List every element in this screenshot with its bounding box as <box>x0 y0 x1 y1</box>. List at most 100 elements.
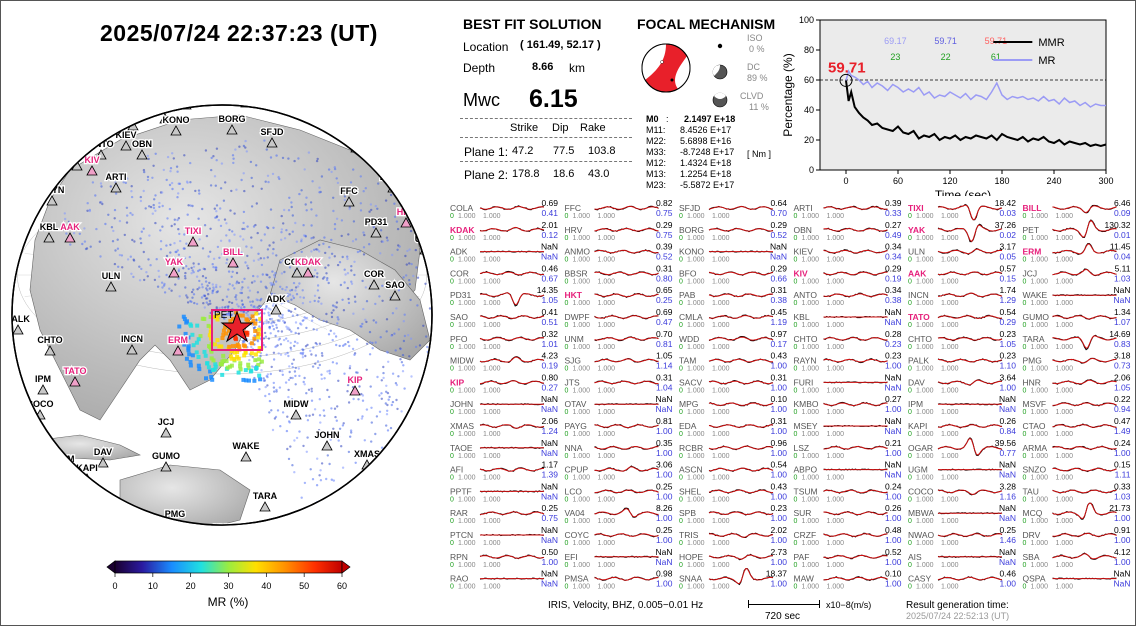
synthetic-trace <box>1052 467 1117 472</box>
synthetic-trace <box>937 576 1003 581</box>
seismogram-range-mid: 1.000 <box>687 257 705 264</box>
seismogram-range-right: 1.000 <box>712 322 730 329</box>
station-marker-ugm <box>58 464 70 475</box>
seismogram-range-mid: 1.000 <box>916 562 934 569</box>
seismogram-range-right: 1.000 <box>483 475 501 482</box>
seismogram-ratio: 1.49 <box>1114 426 1131 436</box>
seismogram-amplitude: 0.23 <box>999 351 1016 361</box>
seismogram-range-right: 1.000 <box>598 496 616 503</box>
seismogram-amplitude: NaN <box>541 438 558 448</box>
station-marker-rar <box>344 507 356 518</box>
seismogram-obn: OBN 0.270.49 0 1.000 1.000 <box>794 220 902 242</box>
seismogram-range-mid: 1.000 <box>573 366 591 373</box>
seismogram-amplitude: 0.34 <box>885 285 902 295</box>
seismogram-range-right: 1.000 <box>712 496 730 503</box>
seismogram-dav: DAV 3.641.000 1.000 1.000 <box>908 372 1016 394</box>
station-label-chto: CHTO <box>37 335 62 345</box>
seismogram-range-right: 1.000 <box>483 300 501 307</box>
seismogram-range-left: 0 <box>565 540 569 547</box>
seismogram-amplitude: 0.69 <box>541 198 558 208</box>
seismogram-range-mid: 1.000 <box>1031 562 1049 569</box>
seismogram-range-left: 0 <box>450 518 454 525</box>
station-label-cmla: CMLA <box>233 87 259 97</box>
seismogram-amplitude: NaN <box>541 394 558 404</box>
seismogram-range-left: 0 <box>794 540 798 547</box>
seismogram-snzo: SNZO 0.151.11 0 1.000 1.000 <box>1023 460 1131 482</box>
y-axis-label: Percentage (%) <box>781 53 795 136</box>
seismogram-range-left: 0 <box>1023 431 1027 438</box>
seismogram-station: MSVF <box>1023 399 1047 409</box>
seismogram-range-left: 0 <box>565 518 569 525</box>
x-tick-label: 180 <box>994 176 1009 186</box>
seismogram-station: JCJ <box>1023 268 1038 278</box>
seismogram-station: UNM <box>565 334 584 344</box>
station-label-ffc: FFC <box>340 186 358 196</box>
seismogram-ratio: 0.38 <box>885 295 902 305</box>
synthetic-trace <box>823 206 888 210</box>
solution-title: BEST FIT SOLUTION <box>463 16 602 32</box>
seismogram-station: HKT <box>565 290 583 300</box>
seismogram-range-right: 1.000 <box>1056 431 1074 438</box>
seismogram-station: KIEV <box>794 247 814 257</box>
y-tick-label: 60 <box>804 75 814 85</box>
station-marker-incn <box>126 344 138 355</box>
seismogram-range-left: 0 <box>450 344 454 351</box>
seismogram-ratio: 1.07 <box>1114 317 1131 327</box>
seismogram-amplitude: 2.06 <box>541 416 558 426</box>
seismogram-sba: SBA 4.121.000 1.000 1.000 <box>1023 547 1131 569</box>
synthetic-trace <box>708 293 774 298</box>
station-marker-aak <box>64 232 76 243</box>
seismogram-ratio: 0.41 <box>541 208 558 218</box>
synthetic-trace <box>1052 205 1117 214</box>
tensor-row: M11: 8.4526 E+17 <box>646 125 734 136</box>
synthetic-trace <box>708 228 774 232</box>
seismogram-range-mid: 1.000 <box>916 409 934 416</box>
station-marker-pd31 <box>370 227 382 238</box>
seismogram-ratio: 1.39 <box>541 470 558 480</box>
seismogram-range-mid: 1.000 <box>916 540 934 547</box>
station-marker-chto <box>44 345 56 356</box>
seismogram-range-right: 1.000 <box>941 235 959 242</box>
seismogram-amplitude: NaN <box>655 394 672 404</box>
seismogram-range-mid: 1.000 <box>916 387 934 394</box>
seismogram-range-left: 0 <box>908 387 912 394</box>
synthetic-trace <box>1052 446 1117 450</box>
seismogram-ratio: 0.75 <box>541 513 558 523</box>
seismogram-bill: BILL 6.460.09 0 1.000 1.000 <box>1023 198 1131 220</box>
seismogram-range-left: 0 <box>908 409 912 416</box>
station-label-midw: MIDW <box>284 399 309 409</box>
seismogram-range-right: 1.000 <box>1056 344 1074 351</box>
station-label-xmas: XMAS <box>354 449 380 459</box>
seismogram-range-right: 1.000 <box>712 366 730 373</box>
station-marker-kbl <box>43 232 55 243</box>
seismogram-range-mid: 1.000 <box>573 453 591 460</box>
station-marker-tixi <box>187 236 199 247</box>
seismogram-rayn: RAYN 0.231.000 1.000 1.000 <box>794 351 902 373</box>
depth-label: Depth <box>463 61 496 75</box>
seismogram-station: PALK <box>908 356 929 366</box>
station-marker-pmg <box>169 519 181 525</box>
seismogram-ratio: 0.77 <box>999 448 1016 458</box>
tensor-row: M22: 5.6898 E+16 <box>646 136 734 147</box>
seismogram-ratio: 0.49 <box>885 230 902 240</box>
tensor-key: M11: <box>646 125 666 135</box>
seismogram-range-left: 0 <box>679 387 683 394</box>
seismogram-amplitude: 0.27 <box>885 220 902 230</box>
seismogram-range-left: 0 <box>794 235 798 242</box>
seismogram-kmbo: KMBO 0.271.000 1.000 1.000 <box>794 394 902 416</box>
seismogram-amplitude: 0.15 <box>1114 460 1131 470</box>
seismogram-range-mid: 1.000 <box>687 213 705 220</box>
synthetic-trace <box>1052 219 1117 238</box>
seismogram-range-left: 0 <box>565 300 569 307</box>
seismogram-pmsa: PMSA 0.981.000 1.000 1.000 <box>565 569 673 591</box>
seismogram-ratio: 0.25 <box>656 295 673 305</box>
seismogram-station: OBN <box>794 225 812 235</box>
seismogram-station: ERM <box>1023 247 1042 257</box>
seismogram-range-left: 0 <box>1023 257 1027 264</box>
synthetic-trace <box>708 358 774 363</box>
station-label-dav: DAV <box>94 447 112 457</box>
colorbar-gradient <box>114 560 343 574</box>
seismogram-ctao: CTAO 0.471.49 0 1.000 1.000 <box>1023 416 1131 438</box>
